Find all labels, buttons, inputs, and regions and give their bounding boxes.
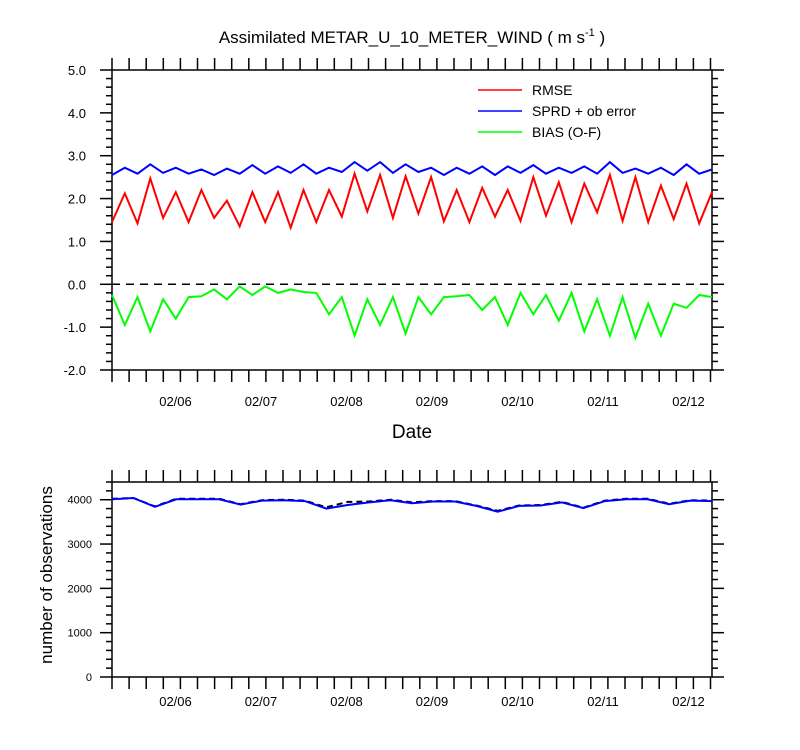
y-tick-label: 5.0 bbox=[68, 63, 86, 78]
obs-x-tick-label: 02/09 bbox=[416, 694, 449, 709]
x-tick-label: 02/12 bbox=[672, 394, 705, 409]
legend: RMSE SPRD + ob error BIAS (O-F) bbox=[478, 82, 636, 140]
x-tick-label: 02/07 bbox=[245, 394, 278, 409]
series-line-0 bbox=[111, 170, 713, 231]
x-tick-label: 02/08 bbox=[330, 394, 363, 409]
y-tick-label: -2.0 bbox=[64, 363, 86, 378]
y-tick-label: 1.0 bbox=[68, 234, 86, 249]
obs-x-tick-label: 02/08 bbox=[330, 694, 363, 709]
y-tick-label: 2.0 bbox=[68, 192, 86, 207]
bottom-y-axis: 0 1000 2000 3000 4000 bbox=[68, 481, 724, 684]
obs-tick-label: 4000 bbox=[68, 495, 92, 507]
series-line-2 bbox=[111, 285, 713, 341]
obs-series-line-1 bbox=[111, 496, 713, 513]
x-tick-label: 02/11 bbox=[587, 394, 619, 409]
bottom-x-axis: 02/06 02/07 02/08 02/09 02/10 02/11 02/12 bbox=[111, 470, 712, 709]
obs-x-tick-label: 02/10 bbox=[501, 694, 534, 709]
obs-x-tick-label: 02/07 bbox=[245, 694, 278, 709]
x-tick-label: 02/10 bbox=[501, 394, 534, 409]
top-series-group bbox=[111, 160, 713, 341]
x-axis-label: Date bbox=[392, 422, 432, 443]
series-line-1 bbox=[111, 160, 713, 177]
y-axis-label-observations: number of observations bbox=[37, 486, 56, 664]
top-x-axis: 02/06 02/07 02/08 02/09 02/10 02/11 02/12 bbox=[111, 58, 712, 409]
x-tick-label: 02/09 bbox=[416, 394, 449, 409]
chart-title: Assimilated METAR_U_10_METER_WIND ( m s-… bbox=[219, 27, 605, 47]
legend-rmse-label: RMSE bbox=[532, 82, 572, 98]
obs-tick-label: 2000 bbox=[68, 583, 92, 595]
bottom-plot-frame bbox=[111, 481, 713, 678]
y-tick-label: 4.0 bbox=[68, 106, 86, 121]
y-tick-label: 0.0 bbox=[68, 277, 86, 292]
obs-x-tick-label: 02/06 bbox=[159, 694, 192, 709]
y-tick-label: 3.0 bbox=[68, 149, 86, 164]
top-y-axis: 5.0 4.0 3.0 2.0 1.0 0.0 -1.0 -2.0 bbox=[64, 63, 724, 378]
obs-tick-label: 1000 bbox=[68, 628, 92, 640]
obs-x-tick-label: 02/11 bbox=[587, 694, 619, 709]
legend-sprd-label: SPRD + ob error bbox=[532, 103, 636, 119]
bottom-series-group bbox=[111, 496, 713, 513]
top-plot: 5.04.03.02.01.00.0-1.0-2.0 02/06 02/07 02/… bbox=[64, 58, 724, 443]
obs-tick-label: 0 bbox=[86, 672, 92, 684]
y-tick-label: -1.0 bbox=[64, 320, 86, 335]
obs-tick-label: 3000 bbox=[68, 539, 92, 551]
x-tick-label: 02/06 bbox=[159, 394, 192, 409]
legend-bias-label: BIAS (O-F) bbox=[532, 124, 601, 140]
obs-x-tick-label: 02/12 bbox=[672, 694, 705, 709]
